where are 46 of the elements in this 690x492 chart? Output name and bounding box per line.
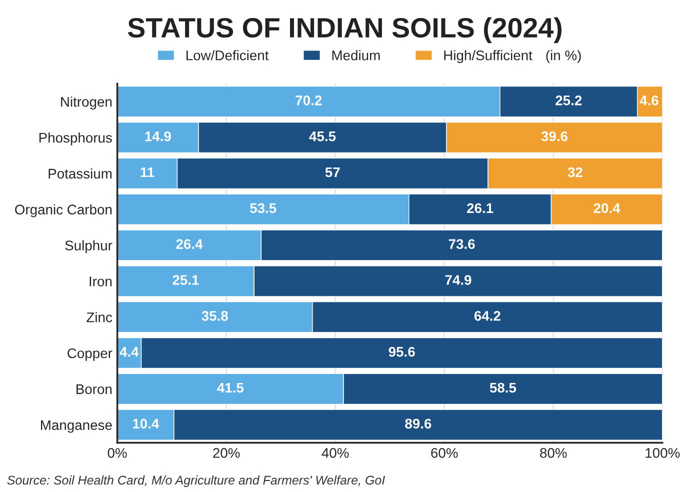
data-label: 89.6 xyxy=(405,418,432,429)
y-tick-label: Organic Carbon xyxy=(15,204,112,218)
y-tick-label: Copper xyxy=(68,348,112,361)
data-label: 35.8 xyxy=(202,310,228,321)
x-tick-label: 40% xyxy=(322,448,349,458)
y-tick-label: Sulphur xyxy=(65,240,112,254)
data-label: 45.5 xyxy=(309,132,336,142)
data-label: 25.1 xyxy=(172,275,199,285)
source-note: Source: Soil Health Card, M/o Agriculture and Farmers' Welfare, GoI xyxy=(7,475,385,488)
x-tick-label: 80% xyxy=(540,448,567,458)
data-label: 41.5 xyxy=(217,382,244,393)
legend-label: Medium xyxy=(332,50,380,60)
data-label: 74.9 xyxy=(445,275,472,285)
legend-label: High/Sufficient xyxy=(444,50,532,64)
y-tick-label: Manganese xyxy=(41,420,112,433)
data-label: 32 xyxy=(568,167,582,178)
y-tick-label: Phosphorus xyxy=(39,132,112,146)
data-label: 26.1 xyxy=(467,203,494,214)
data-label: 26.4 xyxy=(176,239,203,249)
x-tick-label: 0% xyxy=(108,448,127,458)
data-label: 58.5 xyxy=(490,382,516,393)
data-label: 57 xyxy=(325,167,340,178)
legend-label: Low/Deficient xyxy=(186,50,269,60)
x-tick-label: 20% xyxy=(213,448,240,458)
data-label: 73.6 xyxy=(448,239,475,250)
y-tick-label: Nitrogen xyxy=(61,96,112,110)
data-label: 4.6 xyxy=(640,95,658,106)
data-label: 11 xyxy=(140,167,154,178)
y-tick-label: Boron xyxy=(76,384,112,394)
x-tick-label: 60% xyxy=(431,448,458,458)
y-tick-label: Potassium xyxy=(48,168,112,179)
data-label: 10.4 xyxy=(133,418,160,429)
y-tick-label: Iron xyxy=(90,276,112,286)
data-label: 4.4 xyxy=(120,347,139,357)
data-label: 70.2 xyxy=(296,95,322,106)
legend-title: (in %) xyxy=(546,50,581,64)
data-label: 39.6 xyxy=(541,131,568,142)
data-label: 53.5 xyxy=(250,203,276,214)
data-label: 64.2 xyxy=(474,310,500,321)
data-label: 95.6 xyxy=(388,346,415,357)
chart-title: STATUS OF INDIAN SOILS (2024) xyxy=(128,17,562,44)
data-label: 25.2 xyxy=(556,95,582,106)
data-label: 20.4 xyxy=(594,203,620,214)
x-tick-label: 100% xyxy=(646,448,680,458)
y-tick-label: Zinc xyxy=(86,312,112,322)
data-label: 14.9 xyxy=(145,131,171,142)
